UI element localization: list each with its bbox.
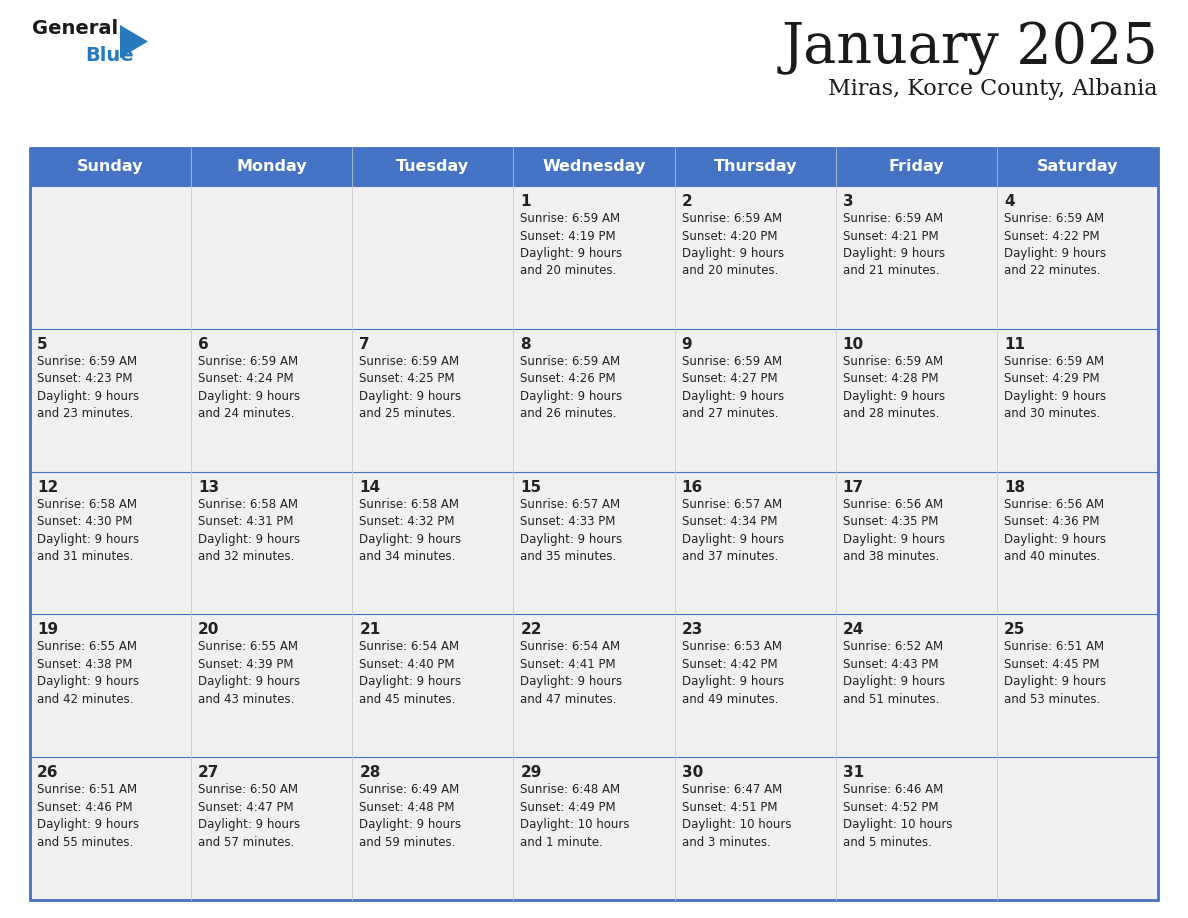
Text: Blue: Blue: [86, 46, 133, 65]
Text: General: General: [32, 19, 118, 38]
Text: Sunrise: 6:59 AM
Sunset: 4:29 PM
Daylight: 9 hours
and 30 minutes.: Sunrise: 6:59 AM Sunset: 4:29 PM Dayligh…: [1004, 354, 1106, 420]
Text: 17: 17: [842, 479, 864, 495]
Text: Wednesday: Wednesday: [542, 160, 646, 174]
Text: Sunrise: 6:59 AM
Sunset: 4:22 PM
Daylight: 9 hours
and 22 minutes.: Sunrise: 6:59 AM Sunset: 4:22 PM Dayligh…: [1004, 212, 1106, 277]
Text: Sunrise: 6:59 AM
Sunset: 4:25 PM
Daylight: 9 hours
and 25 minutes.: Sunrise: 6:59 AM Sunset: 4:25 PM Dayligh…: [359, 354, 461, 420]
Text: Sunrise: 6:57 AM
Sunset: 4:34 PM
Daylight: 9 hours
and 37 minutes.: Sunrise: 6:57 AM Sunset: 4:34 PM Dayligh…: [682, 498, 784, 563]
Text: 3: 3: [842, 194, 853, 209]
Polygon shape: [120, 25, 148, 58]
Text: Sunrise: 6:48 AM
Sunset: 4:49 PM
Daylight: 10 hours
and 1 minute.: Sunrise: 6:48 AM Sunset: 4:49 PM Dayligh…: [520, 783, 630, 849]
Text: Thursday: Thursday: [713, 160, 797, 174]
Text: Sunrise: 6:46 AM
Sunset: 4:52 PM
Daylight: 10 hours
and 5 minutes.: Sunrise: 6:46 AM Sunset: 4:52 PM Dayligh…: [842, 783, 953, 849]
Text: Sunrise: 6:47 AM
Sunset: 4:51 PM
Daylight: 10 hours
and 3 minutes.: Sunrise: 6:47 AM Sunset: 4:51 PM Dayligh…: [682, 783, 791, 849]
Text: Sunday: Sunday: [77, 160, 144, 174]
Text: 30: 30: [682, 766, 703, 780]
Text: 1: 1: [520, 194, 531, 209]
Text: 29: 29: [520, 766, 542, 780]
Text: 21: 21: [359, 622, 380, 637]
Text: 8: 8: [520, 337, 531, 352]
Text: Sunrise: 6:59 AM
Sunset: 4:23 PM
Daylight: 9 hours
and 23 minutes.: Sunrise: 6:59 AM Sunset: 4:23 PM Dayligh…: [37, 354, 139, 420]
Text: Sunrise: 6:59 AM
Sunset: 4:28 PM
Daylight: 9 hours
and 28 minutes.: Sunrise: 6:59 AM Sunset: 4:28 PM Dayligh…: [842, 354, 944, 420]
Text: 11: 11: [1004, 337, 1025, 352]
Text: 9: 9: [682, 337, 693, 352]
Text: Sunrise: 6:49 AM
Sunset: 4:48 PM
Daylight: 9 hours
and 59 minutes.: Sunrise: 6:49 AM Sunset: 4:48 PM Dayligh…: [359, 783, 461, 849]
Text: Sunrise: 6:50 AM
Sunset: 4:47 PM
Daylight: 9 hours
and 57 minutes.: Sunrise: 6:50 AM Sunset: 4:47 PM Dayligh…: [198, 783, 301, 849]
Text: Sunrise: 6:59 AM
Sunset: 4:24 PM
Daylight: 9 hours
and 24 minutes.: Sunrise: 6:59 AM Sunset: 4:24 PM Dayligh…: [198, 354, 301, 420]
Text: Sunrise: 6:59 AM
Sunset: 4:19 PM
Daylight: 9 hours
and 20 minutes.: Sunrise: 6:59 AM Sunset: 4:19 PM Dayligh…: [520, 212, 623, 277]
Text: Sunrise: 6:56 AM
Sunset: 4:35 PM
Daylight: 9 hours
and 38 minutes.: Sunrise: 6:56 AM Sunset: 4:35 PM Dayligh…: [842, 498, 944, 563]
Text: Sunrise: 6:56 AM
Sunset: 4:36 PM
Daylight: 9 hours
and 40 minutes.: Sunrise: 6:56 AM Sunset: 4:36 PM Dayligh…: [1004, 498, 1106, 563]
Text: January 2025: January 2025: [782, 20, 1158, 74]
Bar: [30, 186, 1158, 329]
Text: Sunrise: 6:57 AM
Sunset: 4:33 PM
Daylight: 9 hours
and 35 minutes.: Sunrise: 6:57 AM Sunset: 4:33 PM Dayligh…: [520, 498, 623, 563]
Text: 22: 22: [520, 622, 542, 637]
Bar: [30, 148, 1158, 900]
Text: Sunrise: 6:58 AM
Sunset: 4:30 PM
Daylight: 9 hours
and 31 minutes.: Sunrise: 6:58 AM Sunset: 4:30 PM Dayligh…: [37, 498, 139, 563]
Text: 24: 24: [842, 622, 864, 637]
Text: Saturday: Saturday: [1037, 160, 1118, 174]
Text: 2: 2: [682, 194, 693, 209]
Text: 13: 13: [198, 479, 220, 495]
Text: Sunrise: 6:54 AM
Sunset: 4:41 PM
Daylight: 9 hours
and 47 minutes.: Sunrise: 6:54 AM Sunset: 4:41 PM Dayligh…: [520, 641, 623, 706]
Text: 10: 10: [842, 337, 864, 352]
Text: Miras, Korce County, Albania: Miras, Korce County, Albania: [828, 78, 1158, 100]
Text: 20: 20: [198, 622, 220, 637]
Text: Sunrise: 6:58 AM
Sunset: 4:32 PM
Daylight: 9 hours
and 34 minutes.: Sunrise: 6:58 AM Sunset: 4:32 PM Dayligh…: [359, 498, 461, 563]
Text: 19: 19: [37, 622, 58, 637]
Bar: [30, 614, 1158, 757]
Bar: [30, 472, 1158, 614]
Bar: [30, 148, 1158, 186]
Text: 18: 18: [1004, 479, 1025, 495]
Bar: [30, 329, 1158, 472]
Text: 6: 6: [198, 337, 209, 352]
Text: Sunrise: 6:59 AM
Sunset: 4:21 PM
Daylight: 9 hours
and 21 minutes.: Sunrise: 6:59 AM Sunset: 4:21 PM Dayligh…: [842, 212, 944, 277]
Text: 26: 26: [37, 766, 58, 780]
Text: Sunrise: 6:59 AM
Sunset: 4:20 PM
Daylight: 9 hours
and 20 minutes.: Sunrise: 6:59 AM Sunset: 4:20 PM Dayligh…: [682, 212, 784, 277]
Text: Sunrise: 6:55 AM
Sunset: 4:39 PM
Daylight: 9 hours
and 43 minutes.: Sunrise: 6:55 AM Sunset: 4:39 PM Dayligh…: [198, 641, 301, 706]
Text: Monday: Monday: [236, 160, 307, 174]
Text: 28: 28: [359, 766, 380, 780]
Text: 4: 4: [1004, 194, 1015, 209]
Text: Sunrise: 6:58 AM
Sunset: 4:31 PM
Daylight: 9 hours
and 32 minutes.: Sunrise: 6:58 AM Sunset: 4:31 PM Dayligh…: [198, 498, 301, 563]
Text: Sunrise: 6:53 AM
Sunset: 4:42 PM
Daylight: 9 hours
and 49 minutes.: Sunrise: 6:53 AM Sunset: 4:42 PM Dayligh…: [682, 641, 784, 706]
Text: 7: 7: [359, 337, 369, 352]
Text: 31: 31: [842, 766, 864, 780]
Text: 23: 23: [682, 622, 703, 637]
Text: Sunrise: 6:54 AM
Sunset: 4:40 PM
Daylight: 9 hours
and 45 minutes.: Sunrise: 6:54 AM Sunset: 4:40 PM Dayligh…: [359, 641, 461, 706]
Text: Sunrise: 6:51 AM
Sunset: 4:45 PM
Daylight: 9 hours
and 53 minutes.: Sunrise: 6:51 AM Sunset: 4:45 PM Dayligh…: [1004, 641, 1106, 706]
Text: 15: 15: [520, 479, 542, 495]
Text: Sunrise: 6:51 AM
Sunset: 4:46 PM
Daylight: 9 hours
and 55 minutes.: Sunrise: 6:51 AM Sunset: 4:46 PM Dayligh…: [37, 783, 139, 849]
Text: Sunrise: 6:59 AM
Sunset: 4:26 PM
Daylight: 9 hours
and 26 minutes.: Sunrise: 6:59 AM Sunset: 4:26 PM Dayligh…: [520, 354, 623, 420]
Text: Sunrise: 6:59 AM
Sunset: 4:27 PM
Daylight: 9 hours
and 27 minutes.: Sunrise: 6:59 AM Sunset: 4:27 PM Dayligh…: [682, 354, 784, 420]
Text: Friday: Friday: [889, 160, 944, 174]
Text: 14: 14: [359, 479, 380, 495]
Text: 25: 25: [1004, 622, 1025, 637]
Text: 27: 27: [198, 766, 220, 780]
Text: Sunrise: 6:52 AM
Sunset: 4:43 PM
Daylight: 9 hours
and 51 minutes.: Sunrise: 6:52 AM Sunset: 4:43 PM Dayligh…: [842, 641, 944, 706]
Text: Sunrise: 6:55 AM
Sunset: 4:38 PM
Daylight: 9 hours
and 42 minutes.: Sunrise: 6:55 AM Sunset: 4:38 PM Dayligh…: [37, 641, 139, 706]
Text: 5: 5: [37, 337, 48, 352]
Text: 12: 12: [37, 479, 58, 495]
Text: Tuesday: Tuesday: [397, 160, 469, 174]
Bar: [30, 757, 1158, 900]
Text: 16: 16: [682, 479, 703, 495]
